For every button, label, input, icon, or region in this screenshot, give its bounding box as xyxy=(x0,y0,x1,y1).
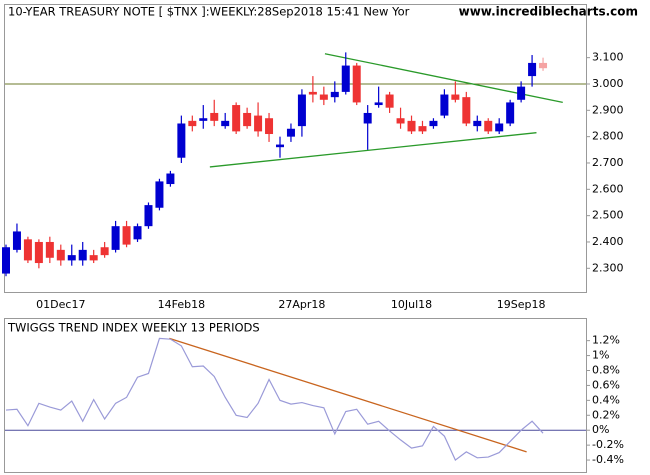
candle-body xyxy=(517,86,526,100)
candle-body xyxy=(2,247,10,274)
candle-body xyxy=(341,65,350,92)
x-tick-label: 10Jul18 xyxy=(391,298,432,311)
candle-body xyxy=(265,118,274,135)
candle-body xyxy=(374,102,383,106)
candle-body xyxy=(34,241,43,264)
candle-body xyxy=(254,115,263,132)
y-tick-label: -0.2% xyxy=(592,438,624,451)
x-tick-label: 14Feb18 xyxy=(158,298,205,311)
candle-body xyxy=(23,239,32,261)
candle-body xyxy=(276,144,284,148)
candle-body xyxy=(89,255,98,261)
y-tick-label: 2.800 xyxy=(592,130,624,143)
y-tick-label: 3.100 xyxy=(592,51,624,64)
y-tick-label: 2.300 xyxy=(592,261,624,274)
candle-body xyxy=(308,91,317,95)
y-tick-label: 0% xyxy=(592,423,609,436)
candle-body xyxy=(528,62,537,77)
candle-body xyxy=(243,112,252,127)
y-tick-label: 0.8% xyxy=(592,363,620,376)
candle-body xyxy=(429,120,438,127)
y-tick-label: 2.400 xyxy=(592,235,624,248)
source: www.incrediblecharts.com xyxy=(459,5,638,19)
candle-body xyxy=(506,102,515,124)
y-tick-label: 2.600 xyxy=(592,182,624,195)
candle-body xyxy=(385,94,394,108)
candle-body xyxy=(286,128,295,137)
candle-body xyxy=(232,105,241,132)
candle-body xyxy=(199,118,208,121)
candle-body xyxy=(133,226,142,240)
candle-body xyxy=(330,91,339,98)
trendline xyxy=(209,132,537,168)
candle-body xyxy=(221,120,230,127)
candle-body xyxy=(418,126,427,132)
candle-body xyxy=(188,120,197,127)
y-tick-label: 1% xyxy=(592,349,609,362)
candle-body xyxy=(78,249,87,261)
y-tick-label: 2.500 xyxy=(592,209,624,222)
candle-body xyxy=(45,241,54,258)
candle-body xyxy=(56,249,65,261)
chart-title: 10-YEAR TREASURY NOTE [ $TNX ]:WEEKLY:28… xyxy=(8,5,410,19)
trendline xyxy=(169,337,527,453)
y-tick-label: 2.700 xyxy=(592,156,624,169)
y-tick-label: -0.4% xyxy=(592,453,624,466)
y-tick-label: 0.2% xyxy=(592,408,620,421)
candle-body xyxy=(407,120,416,132)
y-tick-label: 0.6% xyxy=(592,378,620,391)
candle-body xyxy=(484,120,493,132)
candle-body xyxy=(319,94,328,100)
candle-body xyxy=(451,94,460,100)
x-tick-label: 01Dec17 xyxy=(36,298,85,311)
candle-body xyxy=(155,181,164,208)
y-tick-label: 0.4% xyxy=(592,393,620,406)
candle-body xyxy=(122,226,131,245)
y-tick-label: 1.2% xyxy=(592,334,620,347)
candle-body xyxy=(396,118,405,124)
y-tick-label: 3.000 xyxy=(592,77,624,90)
indicator-title: TWIGGS TREND INDEX WEEKLY 13 PERIODS xyxy=(7,321,260,335)
candle-body xyxy=(144,205,153,227)
indicator-line xyxy=(5,337,544,461)
candle-body xyxy=(462,97,471,124)
y-tick-label: 2.900 xyxy=(592,103,624,116)
price-panel xyxy=(4,4,587,293)
candle-body xyxy=(67,255,76,261)
candle-body xyxy=(352,65,361,103)
candle-body xyxy=(177,123,186,158)
candle-body xyxy=(363,112,372,124)
indicator-panel xyxy=(4,318,587,473)
candle-body xyxy=(297,94,306,127)
candle-body xyxy=(539,62,548,69)
candle-body xyxy=(440,94,449,116)
candle-body xyxy=(166,173,175,185)
x-tick-label: 19Sep18 xyxy=(497,298,546,311)
x-tick-label: 27Apr18 xyxy=(278,298,325,311)
candle-body xyxy=(12,231,21,250)
candle-body xyxy=(111,226,120,250)
candle-body xyxy=(473,120,482,127)
candle-body xyxy=(495,123,504,132)
candle-body xyxy=(100,247,109,256)
candle-body xyxy=(210,112,219,121)
